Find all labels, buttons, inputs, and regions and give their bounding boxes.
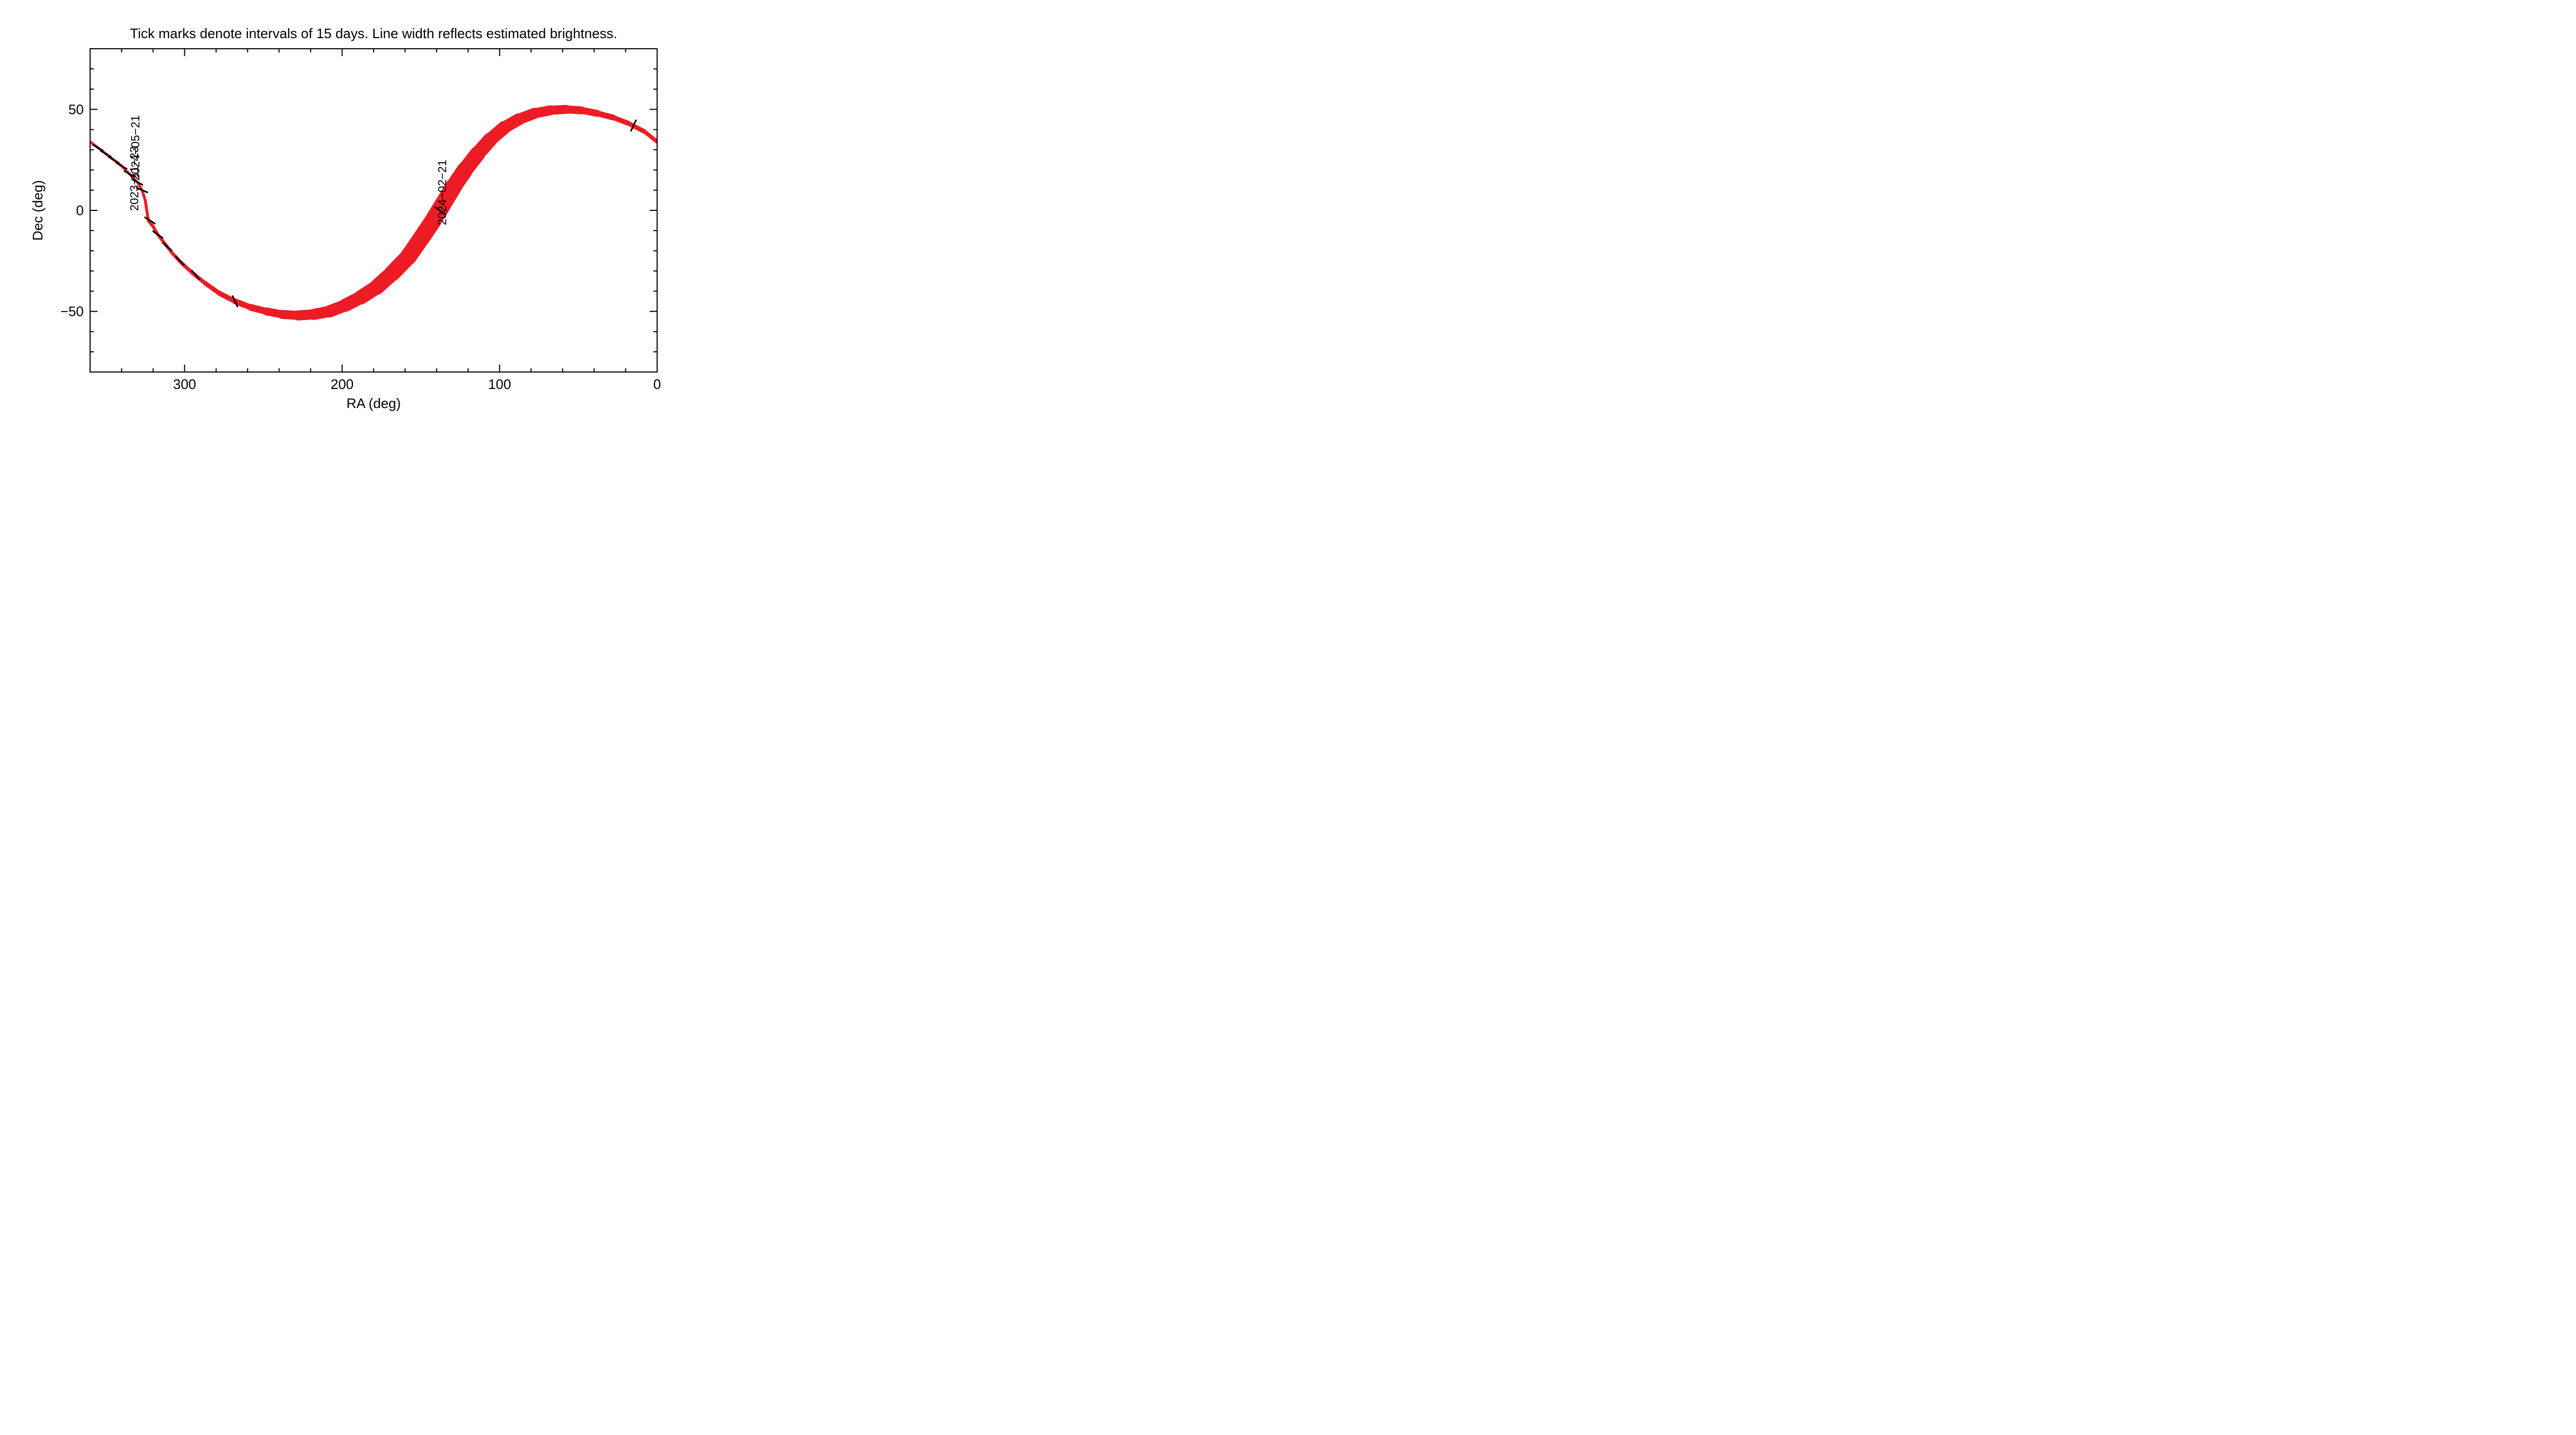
trajectory bbox=[90, 109, 657, 315]
date-labels: 2023−11−232024−05−212024−02−21 bbox=[128, 115, 449, 225]
chart-title: Tick marks denote intervals of 15 days. … bbox=[130, 25, 617, 41]
date-label: 2024−02−21 bbox=[436, 160, 449, 225]
x-tick-label: 100 bbox=[488, 376, 511, 392]
y-tick-label: −50 bbox=[60, 304, 84, 320]
date-label: 2024−05−21 bbox=[129, 115, 142, 181]
x-tick-label: 200 bbox=[331, 376, 353, 392]
x-tick-label: 0 bbox=[653, 376, 661, 392]
x-tick-label: 300 bbox=[173, 376, 196, 392]
sky-path-chart: Tick marks denote intervals of 15 days. … bbox=[11, 11, 774, 436]
y-tick-label: 50 bbox=[68, 101, 84, 117]
chart-svg: Tick marks denote intervals of 15 days. … bbox=[11, 11, 774, 436]
interval-ticks bbox=[92, 120, 636, 307]
y-tick-label: 0 bbox=[76, 202, 84, 218]
plot-frame bbox=[90, 49, 657, 372]
x-axis-label: RA (deg) bbox=[347, 395, 401, 411]
y-axis-label: Dec (deg) bbox=[30, 180, 46, 241]
